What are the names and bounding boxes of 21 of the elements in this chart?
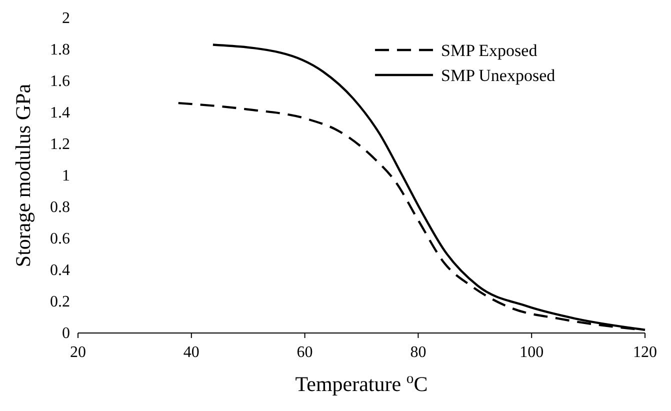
y-tick-label: 0.2 bbox=[50, 294, 70, 310]
x-tick-label: 20 bbox=[70, 344, 86, 361]
y-tick-label: 0 bbox=[62, 325, 70, 342]
x-tick-label: 80 bbox=[410, 344, 426, 361]
x-axis-title: Temperature $^{o}$C bbox=[295, 371, 428, 396]
y-tick-label: 1.8 bbox=[50, 42, 70, 58]
x-tick-label: 40 bbox=[183, 344, 200, 361]
y-tick-label: 1.6 bbox=[50, 73, 70, 90]
y-tick-label: 1.4 bbox=[50, 104, 70, 122]
y-tick-label: 0.8 bbox=[50, 199, 70, 216]
x-tick-label: 60 bbox=[296, 344, 313, 361]
y-tick-label: 1.2 bbox=[50, 136, 70, 153]
y-tick-label: 1 bbox=[62, 168, 70, 184]
legend-label: SMP Exposed bbox=[441, 41, 538, 60]
y-tick-label: 0.4 bbox=[50, 262, 70, 279]
y-tick-label: 2 bbox=[62, 10, 70, 27]
legend-label: SMP Unexposed bbox=[441, 66, 556, 85]
y-axis-title: Storage modulus GPa bbox=[11, 83, 35, 268]
x-tick-label: 120 bbox=[633, 344, 657, 361]
y-tick-label: 0.6 bbox=[50, 230, 70, 248]
x-tick-label: 100 bbox=[520, 344, 544, 361]
